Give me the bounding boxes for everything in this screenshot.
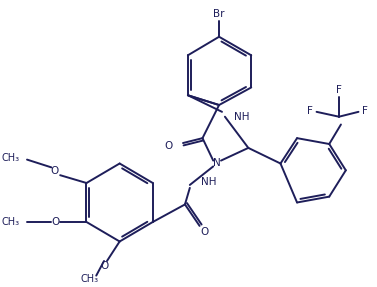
Text: CH₃: CH₃ (1, 153, 19, 163)
Text: F: F (336, 86, 342, 95)
Text: O: O (200, 227, 208, 237)
Text: CH₃: CH₃ (80, 274, 98, 284)
Text: O: O (51, 217, 60, 227)
Text: F: F (362, 106, 368, 116)
Text: Br: Br (213, 9, 225, 19)
Text: F: F (307, 106, 313, 116)
Text: O: O (50, 166, 58, 176)
Text: N: N (213, 158, 221, 168)
Text: NH: NH (234, 112, 249, 122)
Text: O: O (100, 261, 108, 271)
Text: NH: NH (201, 177, 216, 187)
Text: O: O (164, 141, 173, 151)
Text: CH₃: CH₃ (1, 217, 19, 227)
